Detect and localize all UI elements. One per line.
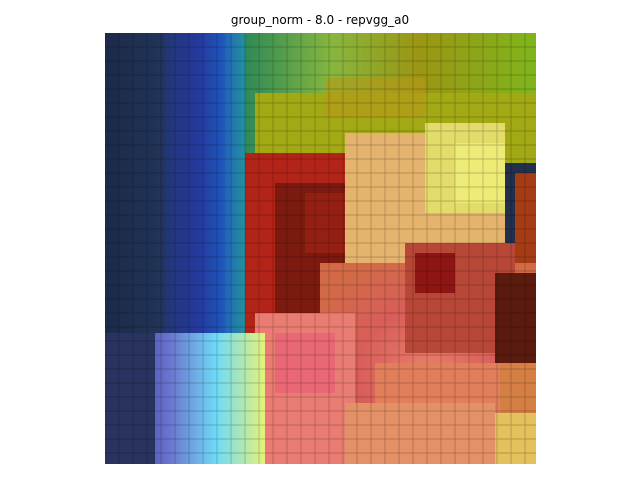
heatmap-image (105, 33, 536, 464)
figure-title: group_norm - 8.0 - repvgg_a0 (230, 13, 410, 27)
heatmap-canvas (105, 33, 536, 464)
